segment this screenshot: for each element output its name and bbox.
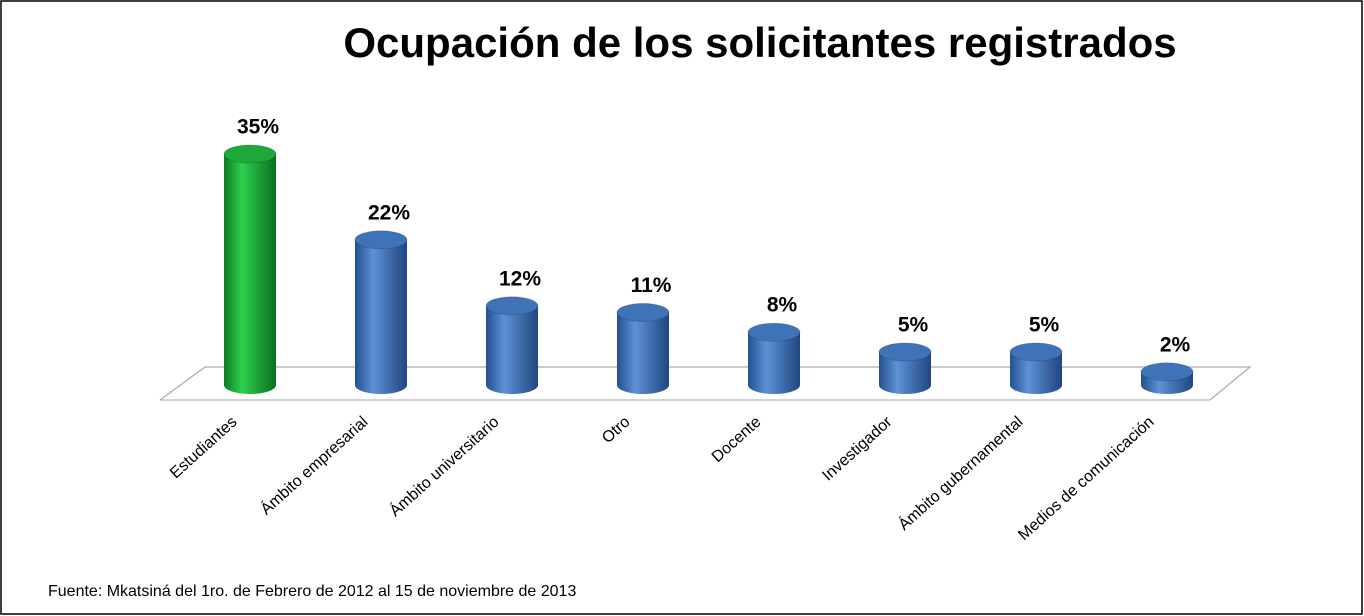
bar-top <box>1009 342 1063 362</box>
bar-top <box>747 322 801 342</box>
bar <box>355 239 407 394</box>
source-note: Fuente: Mkatsiná del 1ro. de Febrero de … <box>48 583 576 600</box>
data-label: 5% <box>1029 314 1060 337</box>
bar-top <box>485 296 539 316</box>
data-label: 22% <box>368 201 410 224</box>
chart-title: Ocupación de los solicitantes registrado… <box>343 19 1176 66</box>
bar <box>224 154 276 394</box>
bar-top <box>354 230 408 250</box>
bar <box>879 352 931 394</box>
data-label: 35% <box>237 116 279 139</box>
bar-top <box>223 144 277 164</box>
bar <box>748 332 800 394</box>
bar <box>617 312 669 394</box>
bar-top <box>1140 362 1194 382</box>
bar <box>1010 352 1062 394</box>
data-label: 2% <box>1160 333 1191 356</box>
data-label: 5% <box>898 314 929 337</box>
bar-top <box>878 342 932 362</box>
data-label: 12% <box>499 267 541 290</box>
bar-top <box>616 302 670 322</box>
floor <box>159 366 1252 401</box>
bar <box>486 305 538 394</box>
data-label: 8% <box>767 294 798 317</box>
data-label: 11% <box>631 274 672 297</box>
